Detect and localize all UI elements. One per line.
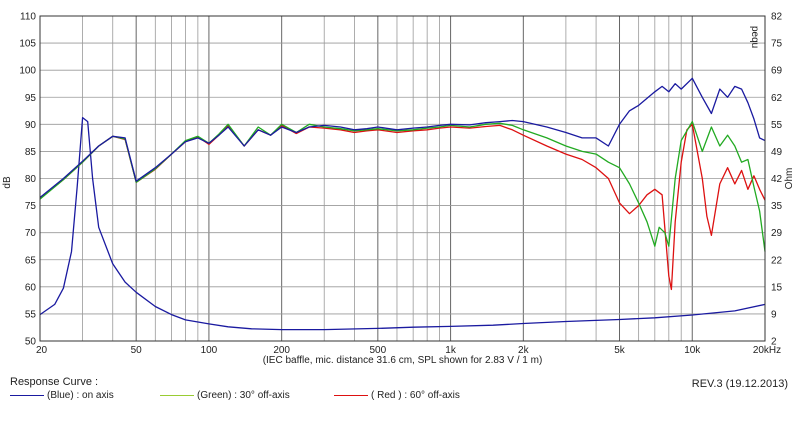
y-tick-label: 105 <box>19 39 36 50</box>
x-axis-label: (IEC baffle, mic. distance 31.6 cm, SPL … <box>263 355 543 366</box>
y-tick-label-right: 62 <box>771 93 783 104</box>
y-tick-label-right: 49 <box>771 147 783 158</box>
revision-label: REV.3 (19.12.2013) <box>691 378 788 390</box>
y-tick-label: 50 <box>25 337 37 348</box>
series-line-impedance <box>39 116 766 331</box>
legend-label-blue: (Blue) : on axis <box>47 390 114 401</box>
legend-label-green: (Green) : 30° off-axis <box>197 390 290 401</box>
y-tick-label: 110 <box>20 12 36 23</box>
x-tick-label: 500 <box>369 345 386 356</box>
plot-frame <box>39 15 766 342</box>
y-tick-label-right: 9 <box>771 309 777 320</box>
x-tick-label: 20kHz <box>753 345 781 356</box>
series-line-red <box>39 123 766 291</box>
y-tick-label-right: 69 <box>771 66 783 77</box>
y-tick-label-right: 2 <box>771 337 777 348</box>
legend-swatch-green <box>160 395 194 396</box>
side-mark: pequ <box>749 26 760 48</box>
y-tick-label-right: 42 <box>771 174 783 185</box>
curves <box>39 77 766 331</box>
y-tick-label-right: 22 <box>771 255 783 266</box>
legend-label-red: ( Red ) : 60° off-axis <box>371 390 460 401</box>
x-tick-label: 5k <box>614 345 626 356</box>
y-tick-label: 100 <box>19 66 36 77</box>
x-tick-label: 10k <box>684 345 701 356</box>
x-tick-label: 100 <box>201 345 218 356</box>
y-tick-label-right: 55 <box>771 120 783 131</box>
y-tick-label: 90 <box>25 120 37 131</box>
legend-swatch-red <box>334 395 368 396</box>
y-tick-label-right: 82 <box>771 12 783 23</box>
y-tick-label: 85 <box>25 147 37 158</box>
series-line-green <box>39 120 766 252</box>
y-axis-label-right: Ohm <box>784 168 795 190</box>
y-tick-label-right: 15 <box>771 282 783 293</box>
y-tick-label: 95 <box>25 93 37 104</box>
y-tick-label: 60 <box>25 282 37 293</box>
x-tick-label: 2k <box>518 345 530 356</box>
y-tick-label-right: 29 <box>771 228 783 239</box>
x-tick-label: 1k <box>445 345 457 356</box>
legend-title: Response Curve : <box>10 376 99 388</box>
y-tick-label: 55 <box>25 309 37 320</box>
legend-item-blue: (Blue) : on axis <box>10 390 114 401</box>
y-tick-label-right: 75 <box>771 39 783 50</box>
y-tick-label: 75 <box>25 201 37 212</box>
series-line-blue <box>39 77 766 199</box>
y-tick-label: 65 <box>25 255 37 266</box>
legend-item-green: (Green) : 30° off-axis <box>160 390 290 401</box>
legend-item-red: ( Red ) : 60° off-axis <box>334 390 460 401</box>
x-tick-label: 200 <box>273 345 290 356</box>
tick-labels: 5055606570758085909510010511029152229354… <box>19 12 782 357</box>
y-axis-label: dB <box>2 176 13 189</box>
x-tick-label: 50 <box>131 345 143 356</box>
y-tick-label: 70 <box>25 228 37 239</box>
y-tick-label-right: 35 <box>771 201 783 212</box>
x-tick-label: 20 <box>36 345 48 356</box>
grid <box>40 15 765 342</box>
legend-swatch-blue <box>10 395 44 396</box>
y-tick-label: 80 <box>25 174 37 185</box>
